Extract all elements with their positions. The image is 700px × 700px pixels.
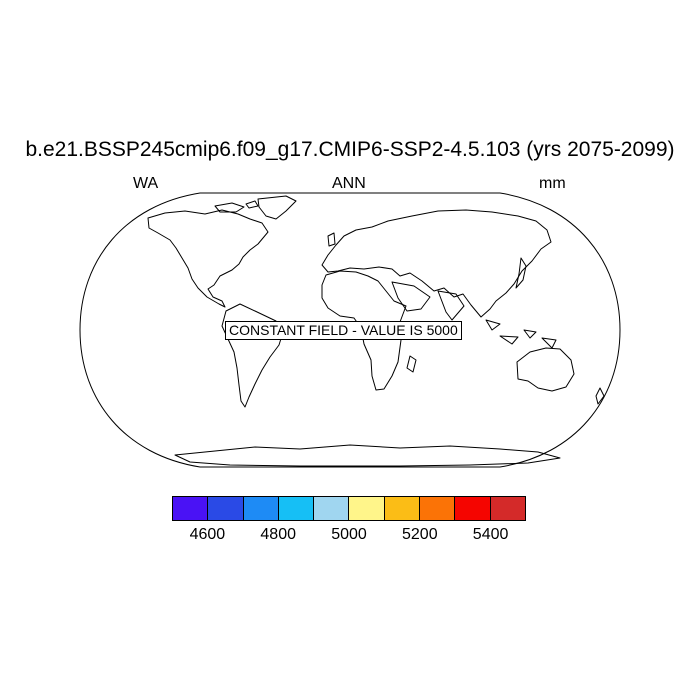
- colorbar-swatch: [243, 497, 279, 520]
- colorbar-labels: 4600 4800 5000 5200 5400: [0, 526, 700, 546]
- colorbar-swatch: [173, 497, 209, 520]
- colorbar-label: 5000: [331, 526, 367, 543]
- colorbar-label: 5400: [472, 526, 509, 543]
- australia-coastline: [516, 347, 575, 392]
- madagascar-coastline: [406, 355, 417, 373]
- colorbar-swatch: [420, 497, 456, 520]
- units-label: mm: [539, 175, 566, 192]
- colorbar-swatch: [278, 497, 315, 520]
- indonesia-coastline: [485, 319, 557, 349]
- greenland-coastline: [257, 195, 297, 220]
- plot-title: b.e21.BSSP245cmip6.f09_g17.CMIP6-SSP2-4.…: [25, 138, 675, 161]
- variable-label: WA: [133, 175, 159, 192]
- colorbar-swatch: [490, 497, 525, 520]
- south-america-coastline: [221, 303, 284, 408]
- north-america-coastline: [147, 209, 269, 308]
- colorbar-swatch: [314, 497, 350, 520]
- colorbar-label: 5200: [402, 526, 438, 543]
- colorbar-swatch: [208, 497, 244, 520]
- arctic-islands: [214, 200, 259, 213]
- colorbar-label: 4600: [189, 526, 226, 543]
- antarctica-coastline: [174, 444, 561, 467]
- new-zealand-coastline: [595, 387, 605, 405]
- british-isles-coastline: [327, 232, 336, 247]
- season-label: ANN: [332, 175, 366, 192]
- map-outline: [79, 192, 621, 468]
- africa-coastline: [321, 270, 407, 391]
- colorbar-swatch: [384, 497, 421, 520]
- colorbar-label: 4800: [260, 526, 296, 543]
- india-coastline: [437, 290, 465, 321]
- colorbar-swatch: [349, 497, 385, 520]
- eurasia-coastline: [321, 209, 552, 318]
- japan-coastline: [515, 257, 527, 289]
- colorbar: [172, 496, 526, 521]
- colorbar-swatch: [455, 497, 491, 520]
- arabia-coastline: [391, 281, 431, 312]
- constant-field-annotation: CONSTANT FIELD - VALUE IS 5000: [225, 321, 462, 340]
